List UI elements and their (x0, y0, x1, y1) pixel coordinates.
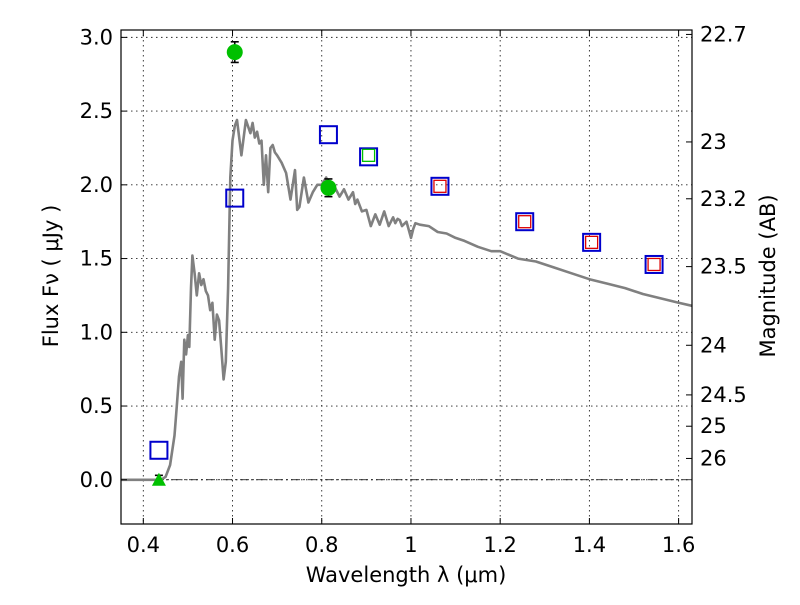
observed-flux-triangle (151, 472, 166, 486)
y-tick-label: 1.5 (80, 247, 113, 271)
x-tick-label: 1.6 (662, 533, 695, 557)
model-photometry-square (644, 254, 664, 274)
model-photometry-square (515, 212, 535, 232)
model-photometry-square (430, 176, 450, 196)
y2-tick-label: 22.7 (700, 22, 747, 46)
green-inner-square (361, 148, 376, 162)
model-photometry-square (149, 440, 169, 460)
red-inner-square (647, 257, 661, 272)
y-tick-label: 2.5 (80, 99, 113, 123)
x-tick-label: 0.8 (305, 533, 338, 557)
y-axis-label: Flux Fν ( μJy ) (39, 205, 63, 348)
y2-tick-label: 26 (700, 446, 727, 470)
y2-tick-label: 23 (700, 130, 727, 154)
y2-axis-label: Magnitude (AB) (756, 194, 780, 357)
y-axis-flux: 0.0 0.5 1.0 1.5 2.0 2.5 3.0 (80, 25, 127, 492)
series-layer (121, 40, 693, 486)
y2-tick-label: 23.5 (700, 255, 747, 279)
observed-flux-point (320, 179, 337, 196)
red-inner-square (518, 215, 532, 229)
observed-flux-point (226, 44, 243, 61)
x-axis: 0.4 0.6 0.8 1 1.2 1.4 1.6 (127, 30, 695, 557)
model-photometry-square (225, 188, 245, 208)
x-tick-label: 0.6 (216, 533, 249, 557)
x-tick-label: 0.4 (127, 533, 160, 557)
y-tick-label: 2.0 (80, 173, 113, 197)
x-tick-label: 1 (404, 533, 417, 557)
red-inner-square (584, 235, 599, 249)
model-photometry-square (359, 147, 379, 167)
red-inner-square (433, 179, 447, 193)
x-tick-label: 1.4 (573, 533, 606, 557)
y-tick-label: 0.0 (80, 468, 113, 492)
y2-tick-label: 24 (700, 333, 727, 357)
y2-tick-label: 23.2 (700, 187, 747, 211)
plot-frame (120, 29, 693, 525)
y2-tick-label: 24.5 (700, 383, 747, 407)
model-photometry-square (582, 232, 602, 252)
x-axis-label: Wavelength λ (μm) (306, 563, 507, 587)
y-tick-label: 1.0 (80, 320, 113, 344)
model-photometry-square (318, 125, 338, 145)
x-tick-label: 1.2 (483, 533, 516, 557)
y-tick-label: 0.5 (80, 394, 113, 418)
y-tick-label: 3.0 (80, 25, 113, 49)
y-axis-magnitude: 22.7 23 23.2 23.5 24 24.5 25 26 (686, 22, 747, 470)
model-sed-line (121, 118, 693, 482)
y2-tick-label: 25 (700, 414, 727, 438)
